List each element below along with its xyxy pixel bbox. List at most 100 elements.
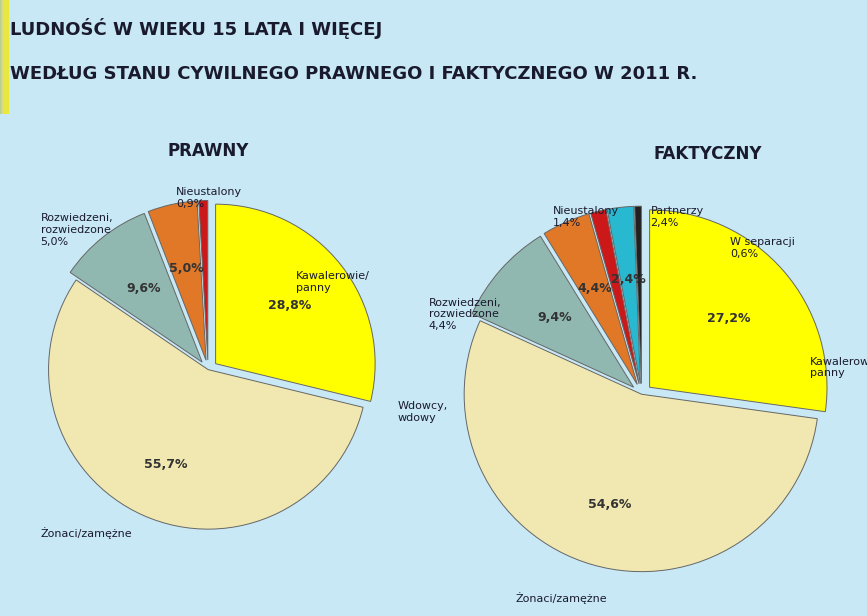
Text: 9,6%: 9,6% [127, 282, 160, 295]
Text: Rozwiedzeni,
rozwiedzone
4,4%: Rozwiedzeni, rozwiedzone 4,4% [428, 298, 501, 331]
Bar [1, 0, 5, 114]
Bar [2, 0, 7, 114]
Text: Nieustalony
1,4%: Nieustalony 1,4% [553, 206, 619, 228]
Bar [1, 0, 5, 114]
Bar [3, 0, 8, 114]
Bar [3, 0, 7, 114]
Bar [3, 0, 7, 114]
Bar [1, 0, 5, 114]
Bar [3, 0, 8, 114]
Bar [3, 0, 8, 114]
Bar [3, 0, 7, 114]
Bar [3, 0, 7, 114]
Bar [3, 0, 8, 114]
Bar [4, 0, 9, 114]
Bar [3, 0, 8, 114]
Bar [3, 0, 7, 114]
Bar [1, 0, 5, 114]
Bar [1, 0, 5, 114]
Bar [2, 0, 6, 114]
Bar [3, 0, 8, 114]
Wedge shape [635, 206, 642, 384]
Bar [3, 0, 8, 114]
Bar [3, 0, 7, 114]
Bar [2, 0, 6, 114]
Bar [0, 0, 4, 114]
Bar [0, 0, 4, 114]
Bar [1, 0, 5, 114]
Bar [3, 0, 7, 114]
Bar [4, 0, 9, 114]
Bar [3, 0, 8, 114]
Text: Kawalerowie/
panny: Kawalerowie/ panny [810, 357, 867, 378]
Bar [4, 0, 9, 114]
Bar [2, 0, 6, 114]
Bar [1, 0, 5, 114]
Bar [2, 0, 6, 114]
Bar [3, 0, 7, 114]
Bar [2, 0, 6, 114]
Bar [3, 0, 8, 114]
Bar [1, 0, 5, 114]
Text: Partnerzy
2,4%: Partnerzy 2,4% [650, 206, 704, 228]
Bar [3, 0, 8, 114]
Bar [0, 0, 4, 114]
Bar [3, 0, 8, 114]
Title: PRAWNY: PRAWNY [167, 142, 249, 160]
Bar [4, 0, 9, 114]
Bar [3, 0, 8, 114]
Bar [3, 0, 8, 114]
Bar [2, 0, 6, 114]
Bar [3, 0, 8, 114]
Bar [1, 0, 5, 114]
Bar [1, 0, 5, 114]
Bar [0, 0, 4, 114]
Bar [3, 0, 7, 114]
Bar [3, 0, 7, 114]
Bar [1, 0, 5, 114]
Wedge shape [590, 209, 639, 384]
Bar [1, 0, 5, 114]
Bar [1, 0, 5, 114]
Bar [3, 0, 7, 114]
Bar [2, 0, 6, 114]
Bar [2, 0, 6, 114]
Bar [2, 0, 6, 114]
Bar [1, 0, 5, 114]
Bar [3, 0, 7, 114]
Bar [4, 0, 9, 114]
Bar [3, 0, 7, 114]
Bar [3, 0, 8, 114]
Bar [3, 0, 8, 114]
Bar [3, 0, 8, 114]
Bar [3, 0, 7, 114]
Bar [2, 0, 6, 114]
Bar [3, 0, 7, 114]
Bar [1, 0, 5, 114]
Bar [1, 0, 5, 114]
Bar [1, 0, 5, 114]
Bar [3, 0, 8, 114]
Bar [2, 0, 6, 114]
Bar [4, 0, 9, 114]
Bar [3, 0, 8, 114]
Bar [3, 0, 7, 114]
Bar [2, 0, 6, 114]
Bar [1, 0, 5, 114]
Bar [0, 0, 4, 114]
Bar [4, 0, 9, 114]
Bar [3, 0, 7, 114]
Bar [3, 0, 8, 114]
Wedge shape [199, 200, 208, 360]
Text: 54,6%: 54,6% [588, 498, 631, 511]
Bar [1, 0, 5, 114]
Bar [4, 0, 9, 114]
Title: FAKTYCZNY: FAKTYCZNY [654, 145, 762, 163]
Bar [4, 0, 9, 114]
Bar [3, 0, 7, 114]
Bar [3, 0, 7, 114]
Bar [2, 0, 6, 114]
Bar [2, 0, 6, 114]
Bar [2, 0, 6, 114]
Text: 27,2%: 27,2% [707, 312, 750, 325]
